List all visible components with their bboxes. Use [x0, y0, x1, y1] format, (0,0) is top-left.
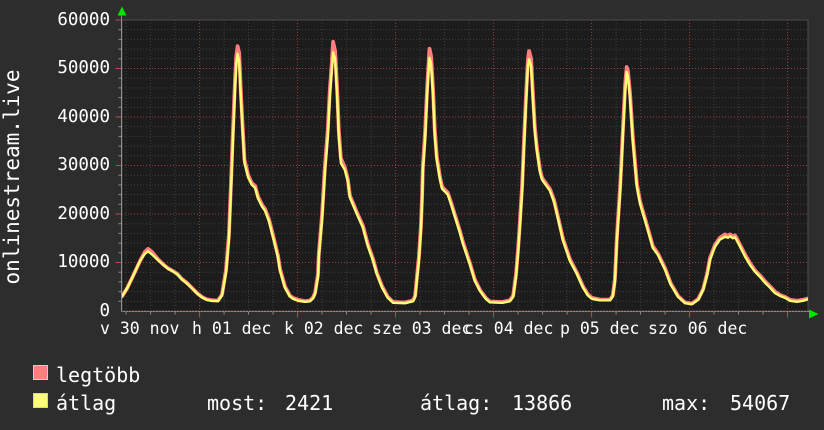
- y-tick-label: 50000: [57, 58, 110, 78]
- x-tick-label: cs 04 dec: [464, 319, 554, 338]
- y-tick-label: 40000: [57, 106, 110, 127]
- x-tick-label: sze 03 dec: [372, 319, 472, 338]
- series-line-avg: [122, 51, 808, 306]
- stat-max-value: 54067: [730, 391, 791, 415]
- y-axis-arrow-icon: [117, 6, 127, 16]
- y-tick-label: 30000: [57, 155, 110, 175]
- x-tick-label: h 01 dec: [192, 319, 272, 338]
- x-tick-label: k 02 dec: [284, 319, 364, 338]
- x-tick-label: v 30 nov: [100, 319, 180, 338]
- legend-swatch-avg: [33, 393, 48, 408]
- x-tick-label: szo 06 dec: [648, 319, 748, 338]
- y-tick-label: 20000: [57, 203, 110, 224]
- stat-max-label: max:: [662, 391, 711, 415]
- stat-avg-label: átlag:: [420, 391, 493, 415]
- legend-label-avg: átlag: [56, 391, 117, 415]
- legend-swatch-max: [33, 365, 48, 380]
- y-tick-label: 10000: [57, 252, 110, 272]
- stat-avg-value: 13866: [512, 391, 573, 415]
- x-axis-arrow-icon: [809, 309, 819, 319]
- stat-most-label: most:: [207, 391, 268, 415]
- y-tick-label: 0: [99, 300, 110, 321]
- stat-most-value: 2421: [285, 391, 334, 415]
- y-tick-label: 60000: [57, 9, 110, 30]
- x-tick-label: p 05 dec: [560, 319, 640, 338]
- legend-label-max: legtöbb: [56, 363, 141, 387]
